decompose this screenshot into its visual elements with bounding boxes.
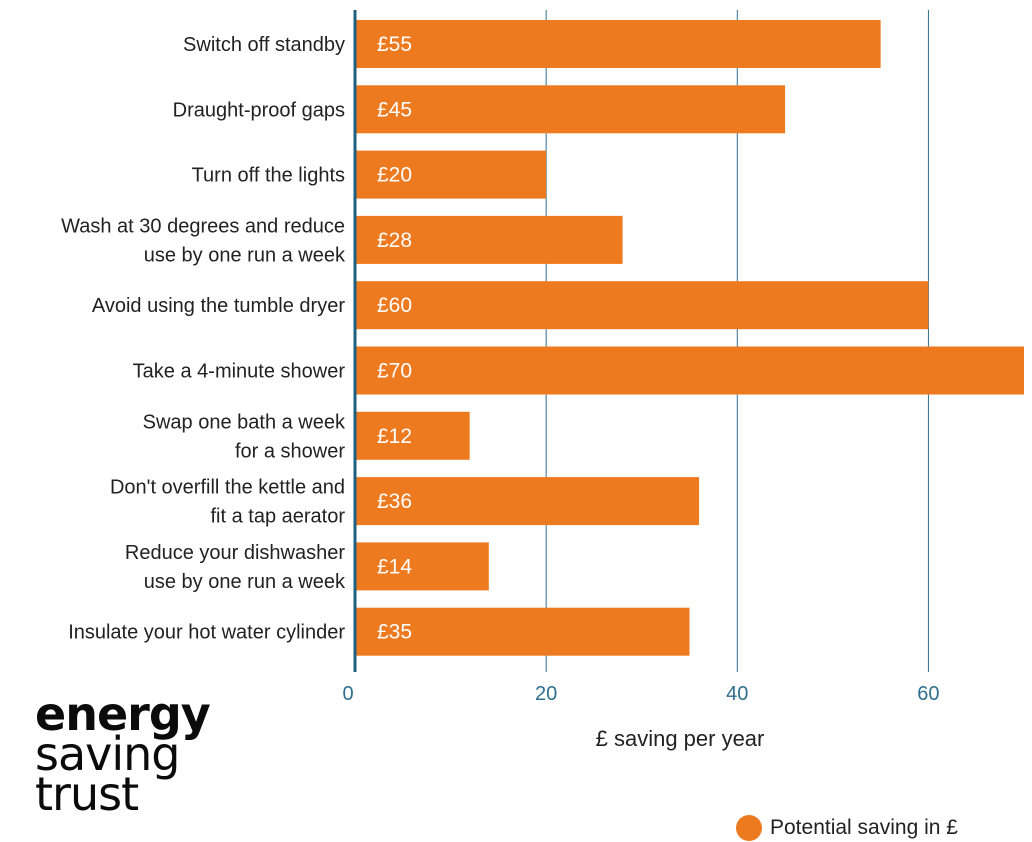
bar-4 — [356, 215, 623, 264]
bar-data-label-9: £14 — [377, 555, 412, 578]
bar-data-label-8: £36 — [377, 490, 412, 513]
bar-10 — [356, 607, 690, 656]
category-label-line: use by one run a week — [144, 244, 346, 266]
category-label-line: Turn off the lights — [192, 165, 345, 187]
x-axis-title: £ saving per year — [595, 726, 765, 751]
bar-data-label-6: £70 — [377, 360, 412, 383]
x-tick-labels: 0 20 40 60 — [342, 683, 939, 705]
bar-data-label-3: £20 — [377, 164, 412, 187]
logo-line-trust: trust — [35, 767, 139, 821]
category-label-9: Reduce your dishwasher use by one run a w… — [125, 542, 346, 593]
legend: Potential saving in £ — [736, 814, 958, 842]
category-label-line: Swap one bath a week — [143, 411, 346, 433]
category-label-10: Insulate your hot water cylinder — [68, 622, 345, 644]
category-label-line: Reduce your dishwasher — [125, 542, 345, 564]
category-label-3: Turn off the lights — [192, 165, 345, 187]
bar-data-label-1: £55 — [377, 33, 412, 56]
bar-data-label-4: £28 — [377, 229, 412, 252]
category-label-line: use by one run a week — [144, 571, 346, 593]
bar-8 — [356, 477, 700, 526]
bar-9 — [356, 542, 489, 591]
energy-saving-trust-logo: energy saving trust — [35, 687, 211, 821]
category-label-1: Switch off standby — [183, 34, 345, 56]
bar-5 — [356, 281, 929, 330]
x-tick-label-40: 40 — [726, 683, 748, 705]
category-labels: Switch off standby Draught-proof gaps Turn… — [61, 34, 346, 644]
bar-7 — [356, 411, 470, 460]
category-label-line: Take a 4-minute shower — [133, 361, 346, 383]
x-tick-label-60: 60 — [917, 683, 939, 705]
category-label-line: Insulate your hot water cylinder — [68, 622, 345, 644]
bars — [356, 20, 1024, 656]
category-label-line: fit a tap aerator — [210, 506, 345, 528]
bar-data-label-2: £45 — [377, 98, 412, 121]
category-label-line: Don't overfill the kettle and — [110, 477, 345, 499]
category-label-2: Draught-proof gaps — [173, 99, 345, 121]
bar-3 — [356, 150, 547, 199]
x-tick-label-0: 0 — [342, 683, 353, 705]
category-label-8: Don't overfill the kettle and fit a tap a… — [110, 477, 345, 528]
bar-6 — [356, 346, 1024, 395]
category-label-4: Wash at 30 degrees and reduce use by one … — [61, 215, 346, 266]
category-label-line: for a shower — [235, 440, 345, 462]
category-label-6: Take a 4-minute shower — [133, 361, 346, 383]
category-label-line: Draught-proof gaps — [173, 99, 345, 121]
category-label-line: Switch off standby — [183, 34, 345, 56]
x-tick-label-20: 20 — [535, 683, 557, 705]
bar-data-label-5: £60 — [377, 294, 412, 317]
category-label-5: Avoid using the tumble dryer — [92, 295, 345, 317]
category-label-7: Swap one bath a week for a shower — [143, 411, 346, 462]
bar-data-label-10: £35 — [377, 621, 412, 644]
bar-1 — [356, 20, 881, 68]
logo-line-saving: saving — [35, 727, 181, 781]
bar-data-label-7: £12 — [377, 425, 412, 448]
logo-line-energy: energy — [35, 687, 211, 741]
bar-2 — [356, 85, 786, 134]
bar-labels: £55 £45 £20 £28 £60 £70 £12 £36 £14 £35 — [377, 33, 412, 644]
category-label-line: Avoid using the tumble dryer — [92, 295, 345, 317]
category-label-line: Wash at 30 degrees and reduce — [61, 215, 345, 237]
legend-label: Potential saving in £ — [770, 816, 958, 839]
legend-swatch-icon — [736, 815, 762, 841]
